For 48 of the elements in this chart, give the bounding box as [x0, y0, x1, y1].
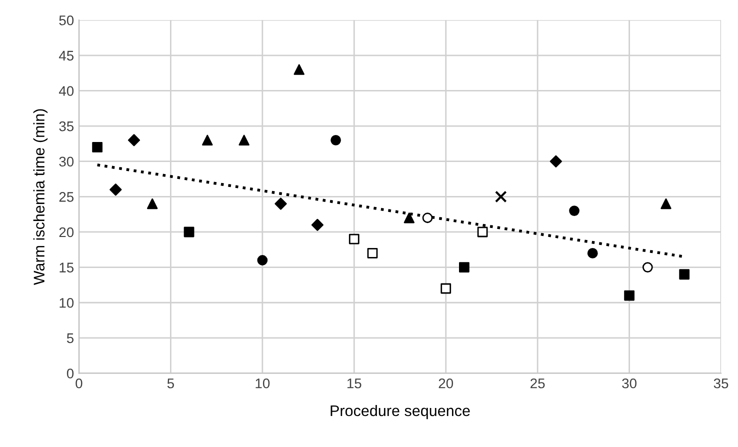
point [257, 255, 268, 266]
point [274, 198, 287, 210]
point [642, 262, 653, 272]
y-tick-label: 45 [58, 50, 74, 61]
y-tick-label: 40 [58, 86, 74, 96]
x-tick-label: 30 [622, 378, 636, 388]
point [494, 190, 507, 203]
point [128, 134, 140, 146]
y-tick-label: 25 [59, 192, 74, 202]
y-tick-label: 5 [66, 333, 74, 344]
point [587, 248, 598, 258]
x-axis-title: Procedure sequence [330, 404, 470, 420]
point [146, 198, 158, 210]
point [404, 212, 415, 224]
y-tick-label: 0 [66, 368, 74, 378]
point [624, 290, 634, 301]
x-tick-label: 20 [438, 378, 454, 388]
point [422, 212, 433, 224]
x-tick-label: 35 [714, 378, 728, 388]
point [459, 262, 470, 272]
point [550, 155, 562, 168]
x-tick-label: 0 [76, 378, 82, 388]
x-tick-label: 10 [256, 378, 270, 388]
point [311, 218, 324, 232]
y-tick-label: 50 [59, 15, 74, 26]
point [294, 64, 304, 75]
x-tick-label: 25 [530, 378, 545, 388]
y-tick-label: 35 [59, 121, 74, 132]
point [477, 226, 488, 238]
point [679, 269, 690, 280]
point [184, 226, 194, 238]
y-tick-label: 30 [59, 156, 74, 167]
point [660, 198, 672, 210]
y-tick-label: 10 [60, 298, 74, 308]
point [238, 134, 250, 146]
x-tick-label: 5 [167, 378, 174, 388]
y-axis-title: Warm ischemia time (min) [33, 109, 48, 286]
point [367, 248, 378, 258]
point [440, 283, 452, 294]
point [348, 234, 360, 244]
y-tick-label: 20 [59, 227, 74, 238]
point [110, 184, 122, 196]
point [569, 206, 580, 216]
point [92, 142, 103, 152]
point [202, 134, 213, 146]
x-tick-label: 15 [347, 378, 362, 388]
point [330, 134, 341, 146]
y-tick-label: 15 [60, 262, 74, 272]
